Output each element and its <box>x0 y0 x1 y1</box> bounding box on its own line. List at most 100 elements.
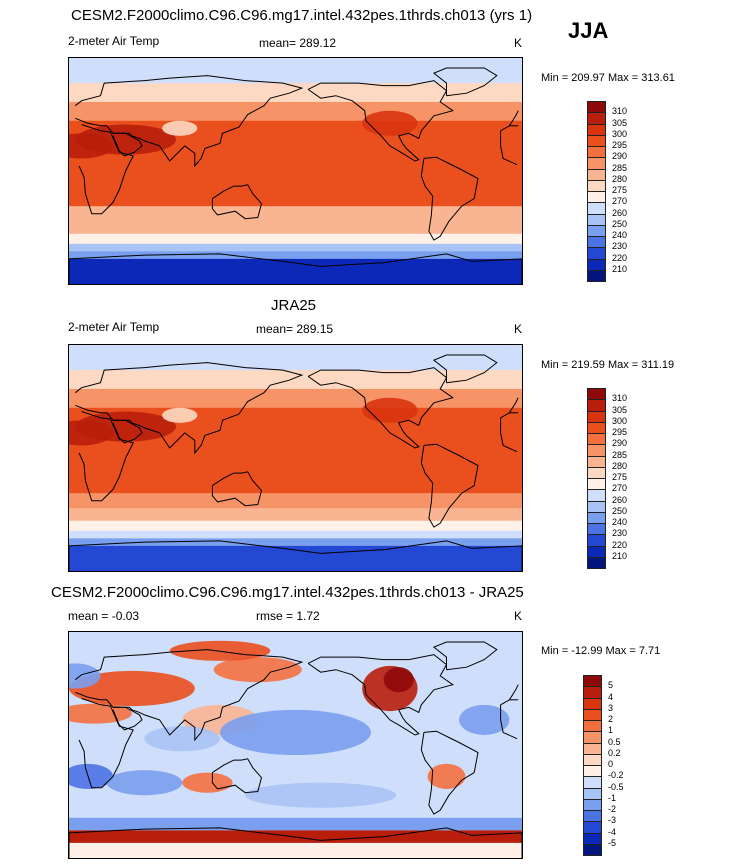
coastline-arabia <box>112 419 143 444</box>
panel-1-title: CESM2.F2000climo.C96.C96.mg17.intel.432p… <box>71 7 533 24</box>
panel-3-colorbar: 5 4 3 2 1 0.5 0.2 0 -0.2 -0.5 -1 -2 -3 -4 -5 <box>583 675 643 857</box>
temperature-band <box>69 476 522 494</box>
temperature-band <box>69 83 522 103</box>
antarctic-interior-anomaly <box>69 842 522 858</box>
colorbar-tick-label: 295 <box>612 140 628 150</box>
temperature-band <box>69 189 522 207</box>
panel-1-units: K <box>514 36 523 50</box>
panel-2-minmax: Min = 219.59 Max = 311.19 <box>541 359 675 371</box>
colorbar-tick-label: 260 <box>612 207 628 218</box>
colorbar-tick-label: 305 <box>612 404 628 415</box>
temperature-band <box>69 221 522 235</box>
temperature-band <box>69 388 522 409</box>
coastline-europe-asia <box>74 649 304 742</box>
panel-1-mean: mean= 289.12 <box>259 36 337 50</box>
colorbar-tick-label: -4 <box>608 826 617 837</box>
colorbar-tick-label: 310 <box>612 393 628 404</box>
coastlines <box>69 641 522 858</box>
coastlines <box>69 354 522 571</box>
coastline-australia <box>211 184 263 220</box>
colorbar-tick-label: 210 <box>612 263 628 274</box>
temperature-band <box>69 243 522 252</box>
coastline-antarctica <box>69 827 522 858</box>
panel-3-units: K <box>514 609 523 623</box>
colorbar-tick-label: 300 <box>612 128 628 139</box>
anomaly-region <box>144 726 220 752</box>
temperature-region <box>162 407 198 423</box>
coastline-africa <box>500 699 510 706</box>
colorbar-tick-label: 240 <box>612 517 628 527</box>
anomaly-region <box>69 663 101 689</box>
anomaly-region <box>220 709 371 756</box>
temperature-band <box>69 538 522 547</box>
coastline-greenland <box>432 67 498 97</box>
colorbar-tick-label: -0.5 <box>608 781 624 792</box>
colorbar-tick-label: 230 <box>612 241 628 252</box>
temperature-region <box>362 110 418 136</box>
panel-2-map <box>68 344 523 572</box>
colorbar-tick-label: 280 <box>612 460 628 471</box>
temperature-region <box>69 133 114 159</box>
panel-2-colorbar: 310 305 300 295 290 285 280 275 270 260 250 240 230 2… <box>587 388 647 570</box>
coastline-south-america <box>420 443 479 528</box>
colorbar-box <box>583 843 602 856</box>
temperature-band <box>69 206 522 222</box>
coastline-north-america <box>307 80 454 162</box>
colorbar-tick-label: 220 <box>612 252 628 263</box>
temperature-region <box>446 60 497 81</box>
anomaly-region <box>106 770 183 796</box>
panel-1-minmax: Min = 209.97 Max = 313.61 <box>541 72 675 84</box>
panel-1-map <box>68 57 523 285</box>
colorbar-tick-label: 2 <box>608 714 614 724</box>
colorbar-tick-label: -3 <box>608 815 617 826</box>
coastline-africa <box>500 125 510 132</box>
colorbar-tick-label: 300 <box>612 415 628 426</box>
coastlines <box>69 67 522 284</box>
colorbar-tick-label: 250 <box>612 505 628 516</box>
temperature-region <box>362 397 418 423</box>
colorbar-tick-label: 5 <box>608 680 614 691</box>
temperature-region <box>69 420 114 446</box>
anomaly-region <box>383 667 414 693</box>
panel-2-mean: mean= 289.15 <box>256 322 334 336</box>
colorbar-tick-label: 0.5 <box>608 736 621 747</box>
colorbar-tick-label: 260 <box>612 494 628 505</box>
coastline-africa <box>500 704 518 740</box>
coastline-north-america <box>307 367 454 449</box>
anomaly-region <box>69 670 195 707</box>
colorbar-tick-label: -2 <box>608 804 617 814</box>
colorbar-tick-label: 290 <box>612 438 628 449</box>
panel-3-minmax: Min = -12.99 Max = 7.71 <box>541 645 661 657</box>
colorbar-tick-label: 3 <box>608 702 614 713</box>
coastline-africa <box>78 698 134 789</box>
colorbar-tick-label: 270 <box>612 196 628 207</box>
colorbar-tick-label: -1 <box>608 792 617 803</box>
colorbar-tick-label: 1 <box>608 725 614 736</box>
temperature-region <box>446 347 497 368</box>
colorbar-box <box>587 556 606 569</box>
colorbar-tick-label: 0.2 <box>608 747 621 758</box>
panel-1-variable: 2-meter Air Temp <box>68 34 160 48</box>
temperature-band <box>69 493 522 509</box>
colorbar-tick-label: 310 <box>612 106 628 117</box>
temperature-band <box>69 101 522 122</box>
anomaly-region <box>245 782 397 808</box>
temperature-region <box>421 452 472 484</box>
coastline-africa <box>500 417 518 453</box>
coastline-south-america <box>420 156 479 241</box>
panel-2-title: JRA25 <box>271 297 317 314</box>
colorbar-tick-label: -5 <box>608 837 617 848</box>
colorbar-tick-label: 280 <box>612 173 628 184</box>
temperature-band <box>69 370 522 390</box>
coastline-europe-asia <box>508 684 519 701</box>
coastline-europe-asia <box>74 362 304 455</box>
coastline-australia <box>211 471 263 507</box>
panel-2-units: K <box>514 322 523 336</box>
temperature-band <box>69 58 522 84</box>
coastline-africa <box>78 411 134 502</box>
temperature-region <box>162 120 198 136</box>
temperature-field <box>69 345 522 571</box>
colorbar-tick-label: 275 <box>612 472 628 482</box>
coastline-europe-asia <box>508 397 519 414</box>
temperature-band <box>69 233 522 245</box>
